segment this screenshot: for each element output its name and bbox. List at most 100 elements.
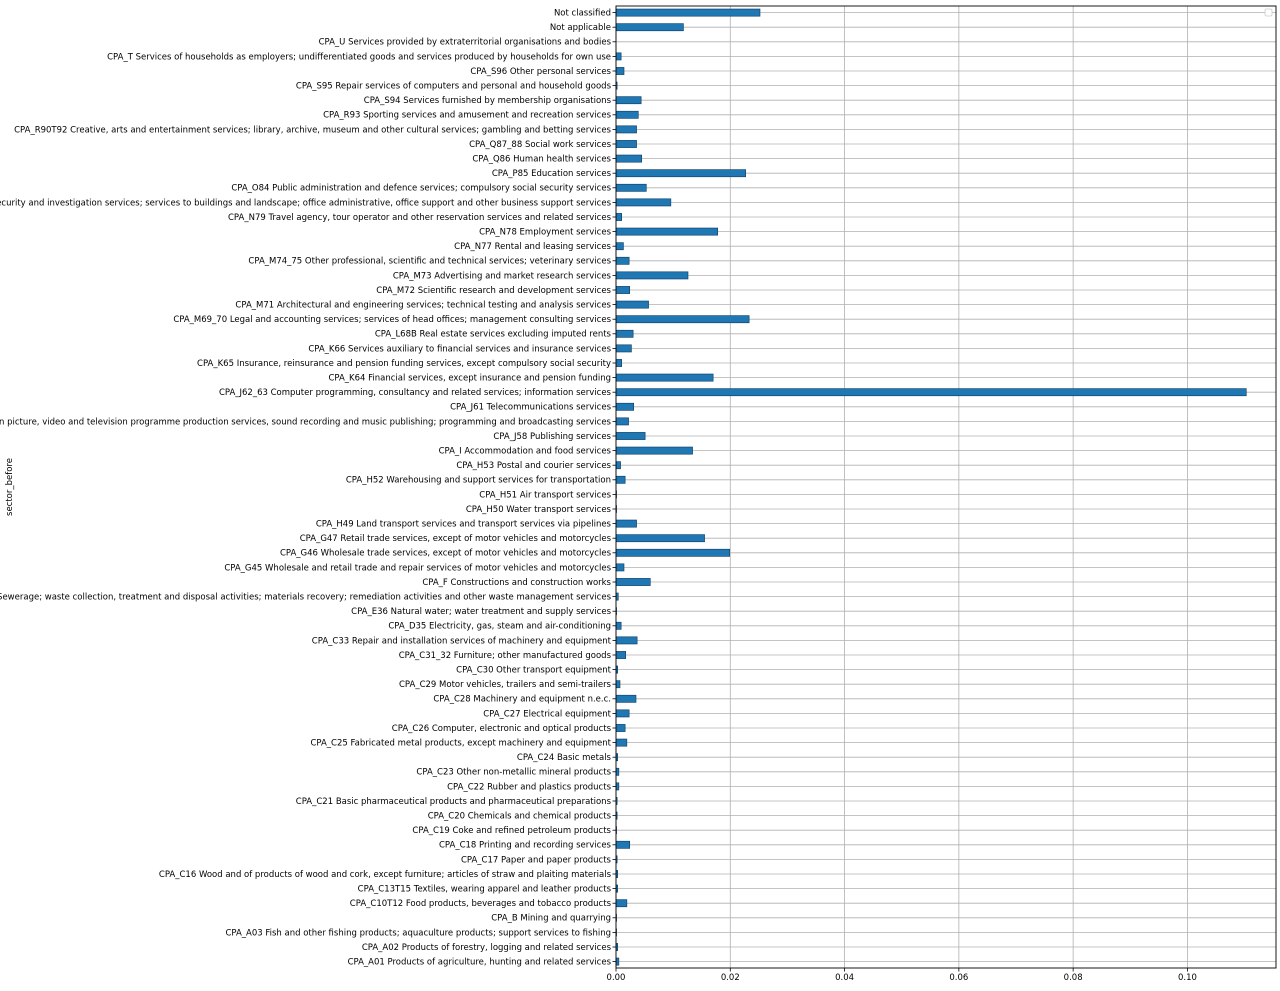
bar: [615, 636, 638, 645]
bar: [615, 548, 731, 557]
y-tick-label: CPA_M69_70 Legal and accounting services…: [173, 315, 611, 325]
tick-labels: Not classified Not applicable CPA_U Servic…: [0, 9, 1197, 984]
bar: [615, 67, 625, 75]
y-tick-label: CPA_A03 Fish and other fishing products;…: [225, 928, 611, 938]
y-tick-label: CPA_M73 Advertising and market research …: [393, 271, 612, 281]
x-tick-label: 0.10: [1178, 973, 1197, 983]
bar: [615, 724, 626, 732]
bar: [615, 651, 627, 659]
y-tick-label: CPA_C20 Chemicals and chemical products: [428, 812, 612, 822]
legend-box: [1264, 8, 1273, 17]
bar: [615, 475, 626, 484]
bar: [615, 227, 719, 236]
bar: [615, 461, 621, 470]
bar: [615, 52, 622, 61]
y-tick-label: CPA_N80T82 Security and investigation se…: [0, 198, 612, 208]
bar: [615, 578, 651, 586]
y-tick-label: CPA_H50 Water transport services: [466, 505, 612, 515]
y-tick-label: CPA_M71 Architectural and engineering se…: [235, 301, 611, 311]
y-tick-label: CPA_G46 Wholesale trade services, except…: [280, 549, 612, 559]
bar: [615, 183, 647, 192]
bar: [615, 154, 643, 163]
y-tick-label: CPA_C23 Other non-metallic mineral produ…: [416, 768, 611, 778]
bar: [615, 329, 634, 338]
bar: [615, 125, 637, 134]
bar: [615, 198, 672, 207]
bar: [615, 621, 622, 630]
bar: [615, 300, 649, 309]
y-tick-label: CPA_H52 Warehousing and support services…: [346, 476, 611, 486]
y-tick-label: CPA_C27 Electrical equipment: [483, 709, 611, 719]
bars: [615, 8, 1247, 966]
bar: [615, 315, 750, 324]
bar: [615, 519, 637, 528]
gridlines: [612, 6, 1276, 972]
bar: [615, 388, 1247, 397]
y-tick-label: CPA_C25 Fabricated metal products, excep…: [310, 739, 611, 749]
y-tick-label: CPA_Q87_88 Social work services: [469, 140, 611, 150]
y-tick-label: CPA_C19 Coke and refined petroleum produ…: [412, 826, 611, 836]
y-tick-label: CPA_C30 Other transport equipment: [456, 666, 612, 676]
bar: [615, 344, 632, 353]
bar: [615, 140, 637, 148]
y-tick-label: CPA_K65 Insurance, reinsurance and pensi…: [197, 359, 611, 369]
bar: [615, 256, 630, 265]
y-tick-label: CPA_J58 Publishing services: [493, 432, 611, 442]
bar: [615, 96, 642, 105]
y-tick-label: CPA_U Services provided by extraterritor…: [319, 38, 612, 48]
bar: [615, 738, 628, 747]
y-tick-label: CPA_K64 Financial services, except insur…: [328, 374, 611, 384]
bar: [615, 373, 714, 382]
bar: [615, 563, 625, 572]
bar: [615, 23, 684, 32]
y-tick-label: CPA_C26 Computer, electronic and optical…: [392, 724, 612, 734]
y-tick-label: CPA_C28 Machinery and equipment n.e.c.: [433, 695, 611, 705]
y-tick-label: CPA_M74_75 Other professional, scientifi…: [248, 257, 611, 267]
bar: [615, 709, 630, 718]
y-tick-label: CPA_C31_32 Furniture; other manufactured…: [399, 651, 612, 661]
y-axis-label: sector_before: [5, 458, 15, 516]
y-tick-label: CPA_C33 Repair and installation services…: [312, 636, 612, 646]
y-tick-label: CPA_S95 Repair services of computers and…: [296, 82, 612, 92]
y-tick-label: CPA_A01 Products of agriculture, hunting…: [348, 958, 612, 968]
y-tick-label: CPA_A02 Products of forestry, logging an…: [362, 943, 612, 953]
y-tick-label: Not applicable: [550, 23, 611, 33]
bar: [615, 694, 637, 703]
y-tick-label: CPA_D35 Electricity, gas, steam and air-…: [388, 622, 611, 632]
y-tick-label: CPA_G45 Wholesale and retail trade and r…: [224, 563, 611, 573]
bar: [615, 271, 689, 280]
y-tick-label: CPA_T Services of households as employer…: [107, 52, 611, 62]
bar: [615, 446, 693, 455]
y-tick-label: CPA_P85 Education services: [492, 169, 612, 179]
y-tick-label: CPA_Q86 Human health services: [472, 155, 611, 165]
x-tick-label: 0.02: [721, 973, 740, 983]
bar: [615, 242, 624, 251]
plot-frame: [615, 5, 1277, 969]
y-tick-label: CPA_F Constructions and construction wor…: [422, 578, 611, 588]
y-tick-label: CPA_C24 Basic metals: [517, 753, 612, 763]
bar: [615, 213, 623, 221]
y-tick-label: CPA_N79 Travel agency, tour operator and…: [228, 213, 612, 223]
bar: [615, 286, 631, 294]
y-tick-label: CPA_C13T15 Textiles, wearing apparel and…: [358, 885, 612, 895]
bar: [615, 899, 628, 908]
bar: [615, 432, 646, 440]
y-tick-label: CPA_C22 Rubber and plastics products: [447, 782, 611, 792]
y-tick-label: CPA_L68B Real estate services excluding …: [375, 330, 612, 340]
x-tick-label: 0.06: [949, 973, 968, 983]
y-tick-label: CPA_N78 Employment services: [479, 228, 611, 238]
y-tick-label: Not classified: [554, 9, 611, 19]
y-tick-label: CPA_N77 Rental and leasing services: [454, 242, 611, 252]
y-tick-label: CPA_C29 Motor vehicles, trailers and sem…: [399, 680, 612, 690]
y-tick-label: CPA_M72 Scientific research and developm…: [376, 286, 611, 296]
y-tick-label: CPA_I Accommodation and food services: [439, 447, 612, 457]
x-tick-label: 0.00: [607, 973, 626, 983]
bar: [615, 169, 747, 178]
y-tick-label: CPA_J61 Telecommunications services: [450, 403, 611, 413]
y-tick-label: CPA_H53 Postal and courier services: [456, 461, 611, 471]
y-tick-label: CPA_O84 Public administration and defenc…: [231, 184, 611, 194]
bar: [615, 840, 631, 849]
bar: [615, 680, 621, 689]
